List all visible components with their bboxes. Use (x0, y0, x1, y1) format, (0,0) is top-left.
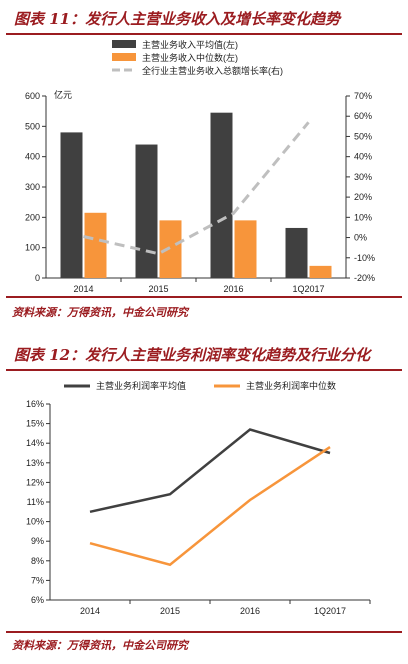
left-axis-tick-label: 600 (25, 91, 40, 101)
revenue-median-bar (234, 220, 257, 278)
left-axis-tick-label: 100 (25, 243, 40, 253)
figure-12-source-rule (6, 631, 402, 633)
right-axis-tick-label: 60% (354, 111, 372, 121)
y-axis-tick-label: 13% (26, 458, 44, 468)
y-axis-tick-label: 8% (31, 556, 44, 566)
y-axis-tick-label: 16% (26, 399, 44, 409)
x-axis-tick-label: 2014 (80, 606, 100, 616)
right-axis-tick-label: -20% (354, 273, 375, 283)
y-axis-tick-label: 12% (26, 477, 44, 487)
revenue-chart-tick-labels: 0 100 200 300 400 500 600 -20% -10% 0% 10% 20% 30% 40… (25, 91, 375, 294)
margin-chart-axes (46, 403, 371, 604)
figure-12-source: 资料来源：万得资讯，中金公司研究 (12, 639, 188, 652)
left-axis-tick-label: 0 (35, 273, 40, 283)
legend-label: 全行业主营业务收入总额增长率(右) (142, 65, 283, 76)
legend-swatch (112, 53, 136, 61)
figure-12-title-rule (6, 369, 402, 371)
figure-12-title: 图表 12：发行人主营业务利润率变化趋势及行业分化 (14, 346, 371, 364)
legend-swatch (112, 40, 136, 48)
growth-rate-polyline (83, 121, 310, 256)
right-axis-tick-label: 10% (354, 212, 372, 222)
revenue-chart-legend: 主营业务收入平均值(左) 主营业务收入中位数(左) 全行业主营业务收入总额增长率(右… (112, 39, 283, 76)
revenue-median-bar (84, 212, 107, 278)
x-axis-tick-label: 2016 (240, 606, 260, 616)
x-axis-tick-label: 2014 (73, 284, 93, 294)
legend-label: 主营业务收入中位数(左) (142, 52, 238, 63)
margin-chart: 主营业务利润率平均值 主营业务利润率中位数 6% 7% 8% 9% 10% 11% 12% 13… (26, 380, 371, 616)
margin-chart-lines (89, 428, 331, 567)
legend-label: 主营业务收入平均值(左) (142, 39, 238, 50)
revenue-average-bar (60, 132, 83, 278)
figure-11-source: 资料来源：万得资讯，中金公司研究 (12, 306, 188, 319)
margin-chart-tick-labels: 6% 7% 8% 9% 10% 11% 12% 13% 14% 15% 16% 2014 2015 201… (26, 399, 346, 616)
right-axis-tick-label: 0% (354, 233, 367, 243)
right-axis-tick-label: -10% (354, 253, 375, 263)
y-axis-tick-label: 15% (26, 419, 44, 429)
right-axis-tick-label: 30% (354, 172, 372, 182)
y-axis-tick-label: 6% (31, 595, 44, 605)
left-axis-tick-label: 400 (25, 152, 40, 162)
growth-rate-line (83, 121, 310, 256)
margin-median-line (89, 446, 331, 567)
revenue-average-bar (210, 112, 233, 278)
revenue-chart: 主营业务收入平均值(左) 主营业务收入中位数(左) 全行业主营业务收入总额增长率(右… (25, 39, 375, 294)
x-axis-tick-label: 2015 (148, 284, 168, 294)
margin-chart-legend: 主营业务利润率平均值 主营业务利润率中位数 (64, 380, 336, 391)
revenue-median-bar (309, 265, 332, 278)
figure-11-title-rule (6, 33, 402, 35)
x-axis-tick-label: 2015 (160, 606, 180, 616)
y-axis-tick-label: 14% (26, 438, 44, 448)
left-axis-tick-label: 500 (25, 121, 40, 131)
left-axis-tick-label: 200 (25, 212, 40, 222)
x-axis-tick-label: 2016 (223, 284, 243, 294)
y-axis-tick-label: 7% (31, 575, 44, 585)
y-axis-tick-label: 9% (31, 536, 44, 546)
figure-11-source-rule (6, 296, 402, 298)
margin-average-line (89, 428, 331, 514)
right-axis-tick-label: 40% (354, 152, 372, 162)
right-axis-tick-label: 50% (354, 131, 372, 141)
right-axis-tick-label: 20% (354, 192, 372, 202)
revenue-chart-bars (60, 112, 332, 278)
figure-11-title: 图表 11：发行人主营业务收入及增长率变化趋势 (14, 10, 341, 28)
revenue-average-bar (135, 144, 158, 278)
x-axis-tick-label: 1Q2017 (292, 284, 324, 294)
left-axis-unit-label: 亿元 (54, 89, 72, 100)
y-axis-tick-label: 11% (27, 497, 44, 507)
revenue-average-bar (285, 227, 308, 278)
x-axis-tick-label: 1Q2017 (314, 606, 346, 616)
left-axis-tick-label: 300 (25, 182, 40, 192)
legend-label: 主营业务利润率平均值 (96, 380, 186, 391)
y-axis-tick-label: 10% (26, 517, 44, 527)
revenue-median-bar (159, 220, 182, 278)
right-axis-tick-label: 70% (354, 91, 372, 101)
legend-label: 主营业务利润率中位数 (246, 380, 336, 391)
